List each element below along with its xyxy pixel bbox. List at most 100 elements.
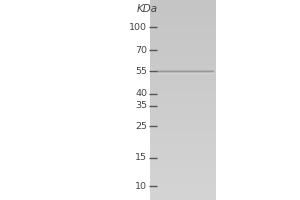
Bar (150, 184, 216, 186)
Bar (150, 44, 216, 46)
Bar (150, 110, 216, 112)
Bar (150, 6, 216, 8)
Bar (150, 34, 216, 36)
Bar (150, 176, 216, 178)
Bar (150, 10, 216, 12)
Bar (150, 166, 216, 168)
Bar (150, 72, 216, 74)
Bar (150, 128, 216, 130)
Bar (150, 190, 216, 192)
Bar (150, 14, 216, 16)
Bar (150, 178, 216, 180)
Bar (150, 70, 216, 72)
Bar (150, 46, 216, 48)
Text: 15: 15 (135, 154, 147, 162)
Bar (150, 148, 216, 150)
Bar (150, 0, 216, 2)
Bar (150, 62, 216, 64)
Bar (150, 20, 216, 22)
Bar (150, 198, 216, 200)
Bar (150, 112, 216, 114)
Bar (150, 30, 216, 32)
Bar (150, 136, 216, 138)
Bar (150, 162, 216, 164)
Bar (150, 140, 216, 142)
Bar (150, 78, 216, 80)
Bar (150, 64, 216, 66)
Bar (150, 196, 216, 198)
Bar (150, 168, 216, 170)
Bar (150, 60, 216, 62)
Bar (150, 16, 216, 18)
Bar (150, 28, 216, 30)
Bar (150, 160, 216, 162)
Bar (150, 192, 216, 194)
Bar (150, 80, 216, 82)
Bar (150, 88, 216, 90)
Bar (150, 66, 216, 68)
Bar (150, 124, 216, 126)
Bar (150, 50, 216, 52)
Bar (150, 172, 216, 174)
Bar (150, 40, 216, 42)
Bar (150, 98, 216, 100)
Bar (150, 118, 216, 120)
Bar (150, 24, 216, 26)
Bar (150, 92, 216, 94)
Bar (150, 100, 216, 102)
Bar (150, 84, 216, 86)
Bar (150, 18, 216, 20)
Bar (150, 114, 216, 116)
Bar (150, 146, 216, 148)
Bar (150, 2, 216, 4)
Bar (150, 142, 216, 144)
Bar (150, 188, 216, 190)
Bar (150, 22, 216, 24)
Bar (150, 150, 216, 152)
Bar (150, 170, 216, 172)
Bar (150, 132, 216, 134)
Bar (150, 32, 216, 34)
Bar (150, 102, 216, 104)
Bar (150, 154, 216, 156)
Bar (150, 156, 216, 158)
Bar (150, 126, 216, 128)
Bar (150, 104, 216, 106)
Bar (150, 138, 216, 140)
Bar (150, 36, 216, 38)
Bar (150, 26, 216, 28)
Bar (150, 130, 216, 132)
Bar (150, 120, 216, 122)
Text: 25: 25 (135, 122, 147, 131)
Bar (150, 164, 216, 166)
Text: 55: 55 (135, 67, 147, 76)
Bar (150, 86, 216, 88)
Bar (150, 58, 216, 60)
Bar (150, 68, 216, 70)
Bar (150, 180, 216, 182)
Bar (150, 152, 216, 154)
Bar (150, 48, 216, 50)
Bar (150, 54, 216, 56)
Bar (150, 8, 216, 10)
Text: KDa: KDa (136, 4, 158, 14)
Bar (150, 116, 216, 118)
Bar (150, 76, 216, 78)
Bar (150, 174, 216, 176)
Bar (150, 106, 216, 108)
Bar (150, 38, 216, 40)
Bar (150, 134, 216, 136)
Bar (150, 144, 216, 146)
Bar (150, 182, 216, 184)
Bar (150, 52, 216, 54)
Bar (150, 90, 216, 92)
Text: 100: 100 (129, 22, 147, 31)
Bar (150, 122, 216, 124)
Text: 35: 35 (135, 102, 147, 110)
Bar (150, 108, 216, 110)
Text: 10: 10 (135, 182, 147, 191)
Bar (150, 94, 216, 96)
Bar (150, 96, 216, 98)
Bar (150, 56, 216, 58)
Bar (150, 194, 216, 196)
